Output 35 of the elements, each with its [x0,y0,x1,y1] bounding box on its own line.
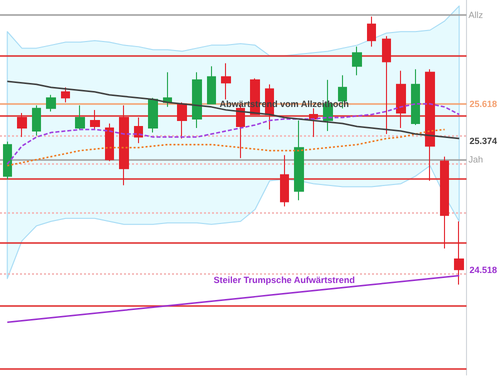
candlestick [3,141,12,180]
y-tick-label: 24.518 [469,264,498,275]
candlestick [367,16,376,48]
candlestick [32,104,41,136]
candlestick [454,220,464,286]
candlestick [425,68,435,182]
candlestick [105,122,114,162]
candlestick [46,94,56,112]
candlestick [119,104,129,186]
candlestick [134,116,143,144]
candlestick [294,120,304,201]
candlestick [411,68,420,126]
candlestick [221,62,231,100]
candlestick [440,156,449,249]
candlestick [75,104,85,130]
y-tick-label: 25.618 [469,99,498,110]
candlestick [207,66,216,104]
y-tick-label: 25.374 [469,136,498,146]
candlestick [90,109,100,130]
candlestick [192,72,202,129]
candlestick [61,86,70,103]
candlestick [396,70,406,129]
candlestick [17,112,27,138]
candlestick [280,154,289,207]
ref-line-label: Allz [468,10,484,20]
series-label: Steiler Trumpsche Aufwärtstrend [214,275,355,286]
line-series [6,128,446,166]
candlestick [309,108,318,138]
candlestick [148,97,158,134]
candlestick [382,36,391,135]
candlestick [352,46,362,76]
line-series [6,80,460,140]
candlestick [177,102,187,140]
line-series [6,274,460,324]
ref-line-label: Jah [468,154,483,165]
